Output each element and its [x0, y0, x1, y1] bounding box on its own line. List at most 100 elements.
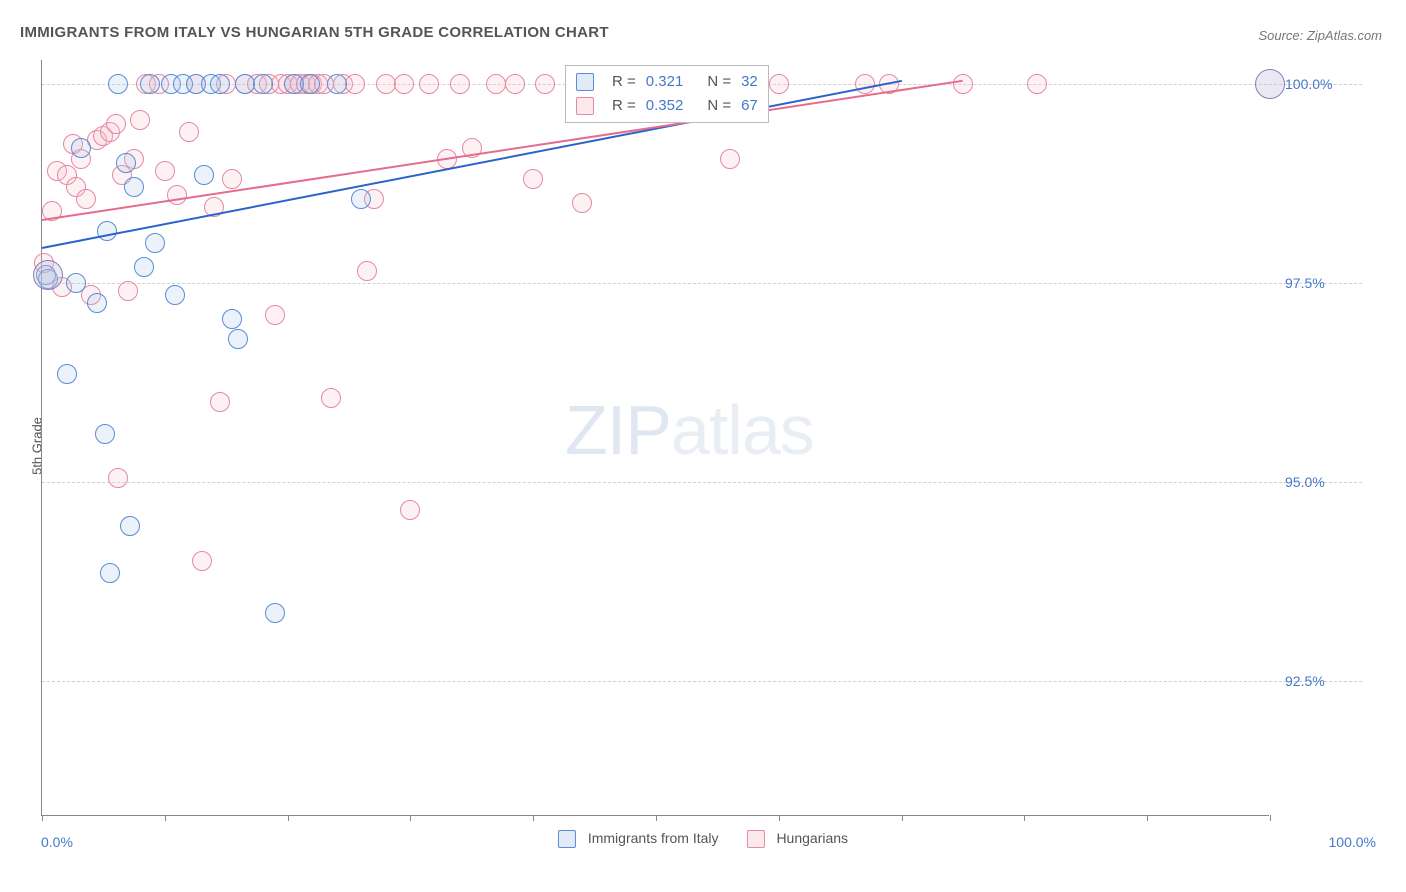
italy-point	[194, 165, 214, 185]
hungarians-point	[572, 193, 592, 213]
italy-point	[228, 329, 248, 349]
hungarians-point	[357, 261, 377, 281]
italy-point	[108, 74, 128, 94]
hungarians-point	[76, 189, 96, 209]
italy-point	[222, 309, 242, 329]
hungarians-point	[855, 74, 875, 94]
x-tick	[1024, 815, 1025, 821]
gridline	[42, 283, 1362, 284]
combined-point	[1255, 69, 1285, 99]
hungarians-point	[108, 468, 128, 488]
stat-r-label: R =	[612, 70, 636, 94]
hungarians-point	[130, 110, 150, 130]
x-axis-min-label: 0.0%	[41, 834, 73, 850]
italy-point	[210, 74, 230, 94]
x-axis-max-label: 100.0%	[1329, 834, 1376, 850]
italy-point	[140, 74, 160, 94]
y-tick-label: 97.5%	[1285, 275, 1325, 291]
italy-point	[124, 177, 144, 197]
swatch-icon	[747, 830, 765, 848]
italy-point	[351, 189, 371, 209]
source-attribution: Source: ZipAtlas.com	[1258, 28, 1382, 43]
italy-point	[57, 364, 77, 384]
hungarians-point	[376, 74, 396, 94]
swatch-icon	[558, 830, 576, 848]
hungarians-point	[222, 169, 242, 189]
x-tick	[165, 815, 166, 821]
hungarians-point	[720, 149, 740, 169]
legend-label: Hungarians	[776, 830, 848, 846]
chart-title: IMMIGRANTS FROM ITALY VS HUNGARIAN 5TH G…	[20, 24, 609, 41]
x-tick	[902, 815, 903, 821]
hungarians-point	[106, 114, 126, 134]
stat-r-value: 0.352	[646, 94, 684, 118]
stat-n-value: 67	[741, 94, 758, 118]
hungarians-point	[486, 74, 506, 94]
legend-item-italy: Immigrants from Italy	[558, 830, 719, 848]
hungarians-trendline	[42, 80, 963, 221]
hungarians-point	[505, 74, 525, 94]
swatch-icon	[576, 97, 594, 115]
stat-n-label: N =	[707, 70, 731, 94]
italy-point	[253, 74, 273, 94]
hungarians-point	[394, 74, 414, 94]
hungarians-point	[345, 74, 365, 94]
stat-r-value: 0.321	[646, 70, 684, 94]
hungarians-point	[535, 74, 555, 94]
hungarians-point	[769, 74, 789, 94]
combined-point	[33, 260, 63, 290]
x-tick	[410, 815, 411, 821]
stat-n-value: 32	[741, 70, 758, 94]
italy-point	[100, 563, 120, 583]
italy-point	[134, 257, 154, 277]
x-tick	[42, 815, 43, 821]
italy-point	[300, 74, 320, 94]
hungarians-point	[167, 185, 187, 205]
hungarians-point	[953, 74, 973, 94]
hungarians-point	[210, 392, 230, 412]
italy-point	[120, 516, 140, 536]
hungarians-point	[118, 281, 138, 301]
italy-point	[235, 74, 255, 94]
legend-label: Immigrants from Italy	[588, 830, 719, 846]
italy-point	[71, 138, 91, 158]
y-tick-label: 95.0%	[1285, 474, 1325, 490]
italy-point	[145, 233, 165, 253]
gridline	[42, 681, 1362, 682]
italy-point	[165, 285, 185, 305]
italy-point	[116, 153, 136, 173]
hungarians-point	[523, 169, 543, 189]
x-tick	[779, 815, 780, 821]
italy-point	[327, 74, 347, 94]
stat-legend-row: R = 0.352 N = 67	[576, 94, 758, 118]
hungarians-point	[192, 551, 212, 571]
legend-item-hungarians: Hungarians	[747, 830, 849, 848]
stat-n-label: N =	[707, 94, 731, 118]
x-tick	[1147, 815, 1148, 821]
hungarians-point	[450, 74, 470, 94]
italy-point	[97, 221, 117, 241]
hungarians-point	[179, 122, 199, 142]
hungarians-point	[321, 388, 341, 408]
italy-point	[95, 424, 115, 444]
stat-legend-row: R = 0.321 N = 32	[576, 70, 758, 94]
x-tick	[656, 815, 657, 821]
hungarians-point	[265, 305, 285, 325]
hungarians-point	[419, 74, 439, 94]
stat-r-label: R =	[612, 94, 636, 118]
stat-legend: R = 0.321 N = 32 R = 0.352 N = 67	[565, 65, 769, 123]
italy-point	[66, 273, 86, 293]
x-tick	[533, 815, 534, 821]
bottom-legend: Immigrants from Italy Hungarians	[558, 830, 848, 848]
italy-point	[87, 293, 107, 313]
plot-area	[41, 60, 1269, 816]
gridline	[42, 482, 1362, 483]
y-tick-label: 92.5%	[1285, 673, 1325, 689]
hungarians-point	[400, 500, 420, 520]
hungarians-point	[155, 161, 175, 181]
italy-point	[265, 603, 285, 623]
x-tick	[288, 815, 289, 821]
y-tick-label: 100.0%	[1285, 76, 1332, 92]
swatch-icon	[576, 73, 594, 91]
x-tick	[1270, 815, 1271, 821]
